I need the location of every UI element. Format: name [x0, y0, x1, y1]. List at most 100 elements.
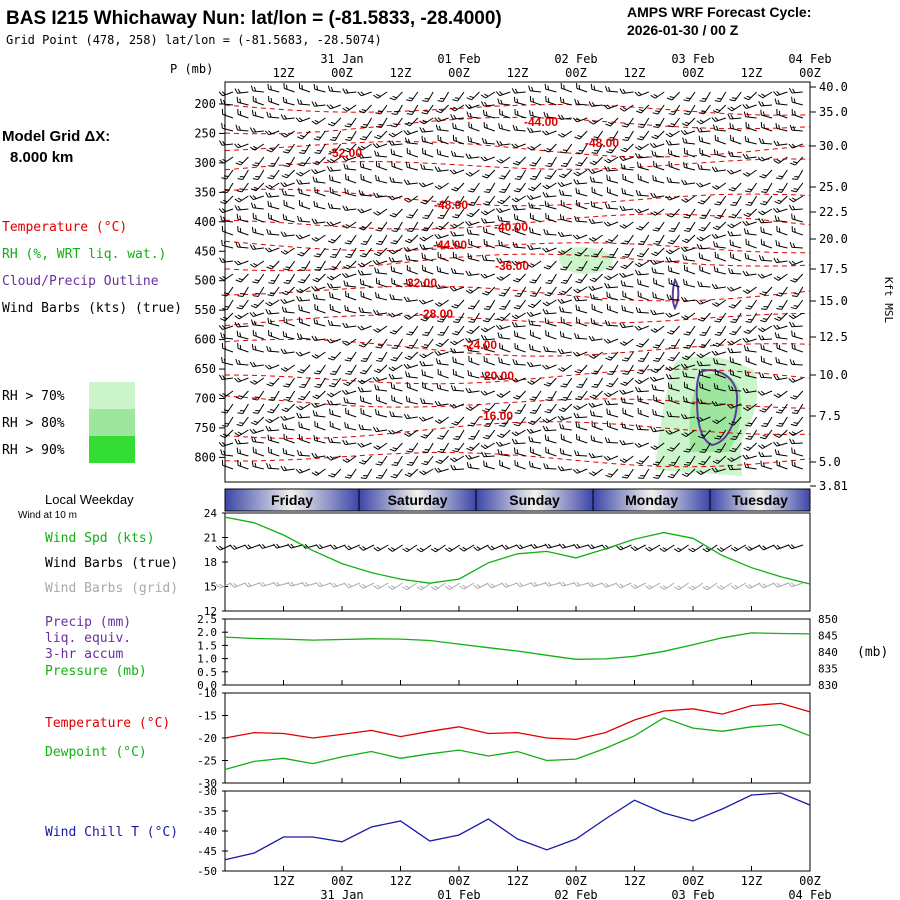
wind-barb [619, 272, 634, 278]
wind-barb [406, 381, 418, 392]
wind-barb [360, 173, 372, 184]
wind-barb [557, 114, 572, 120]
wind-barb [667, 351, 681, 362]
wind-barb [421, 338, 434, 349]
wind-barb [311, 286, 326, 292]
wind-barb [390, 148, 403, 158]
wind-barb [359, 161, 372, 171]
surface-wind-barb [445, 544, 461, 552]
wind-barb [343, 143, 357, 153]
wind-barb [449, 455, 465, 463]
wind-barb [604, 202, 619, 210]
wind-barb [282, 213, 295, 223]
wind-barb [712, 221, 727, 231]
pressure-tick-label: 850 [818, 613, 838, 626]
surface-wind-barb [459, 544, 475, 552]
panel-tick-label: -45 [197, 845, 217, 858]
wind-barb [621, 234, 634, 245]
wind-barb [236, 299, 249, 310]
wind-barb [621, 305, 634, 314]
wind-barb [791, 343, 803, 353]
wind-barb [650, 442, 665, 450]
wind-barb [526, 311, 542, 317]
wind-barb [251, 436, 264, 444]
wind-barb [713, 383, 726, 392]
wind-barb [219, 273, 234, 281]
wind-barb [666, 411, 680, 418]
wind-barb [405, 396, 418, 405]
wind-barb [557, 182, 572, 188]
surface-wind-barb [344, 544, 360, 551]
wind-barb [573, 403, 588, 411]
wind-barb [296, 449, 311, 457]
wind-barb [296, 179, 311, 185]
wind-barb [743, 345, 757, 353]
wind-barb [436, 265, 449, 275]
wind-barb [514, 286, 527, 297]
wind-barb [465, 221, 480, 227]
wind-barb [698, 135, 711, 145]
wind-barb [496, 273, 511, 281]
wind-barb [514, 343, 526, 353]
top-date-label: 04 Feb [788, 52, 831, 66]
surface-wind-barb [759, 582, 775, 589]
wind-barb [773, 374, 788, 381]
wind-barb [761, 416, 773, 428]
wind-barb [620, 377, 634, 387]
bottom-hour-label: 12Z [624, 874, 646, 888]
wind-barb [482, 195, 496, 206]
wind-barb [295, 351, 311, 357]
wind-barb [745, 416, 758, 427]
cross-section-frame [224, 81, 811, 483]
wind-barb [220, 215, 234, 223]
wind-barb [375, 277, 388, 288]
wind-barb [773, 390, 788, 398]
wind-barb [221, 403, 234, 414]
wind-barb [636, 221, 650, 231]
wind-barb [299, 260, 311, 271]
wind-barb [758, 100, 773, 107]
wind-barb [235, 390, 249, 400]
wind-barb [252, 403, 265, 414]
wind-barb [314, 186, 326, 197]
wind-barb [403, 195, 419, 203]
wind-barb [511, 438, 526, 445]
wind-barb [758, 254, 773, 262]
wind-barb [343, 260, 357, 270]
wind-barb [575, 421, 588, 431]
wind-barb [298, 421, 311, 431]
wind-barb [513, 447, 526, 457]
wind-barb [466, 345, 480, 353]
wind-barb [480, 91, 496, 99]
wind-barb [405, 254, 418, 262]
wind-barb [588, 101, 603, 107]
wind-barb [406, 264, 418, 275]
wind-barb [711, 467, 726, 473]
wind-barb [497, 215, 511, 223]
wind-barb [742, 337, 757, 343]
wind-barb [622, 407, 634, 418]
wind-barb [650, 325, 665, 333]
wind-barb [742, 454, 757, 460]
wind-barb [544, 200, 557, 210]
wind-barb [759, 169, 773, 179]
wind-barb [545, 330, 557, 340]
surface-wind-barb [573, 581, 589, 587]
wind-barb [651, 384, 665, 392]
wind-barb [682, 371, 696, 379]
wind-barb [373, 309, 388, 316]
wind-barb [264, 364, 280, 370]
wind-barb [499, 299, 511, 310]
wind-barb [420, 163, 434, 171]
wind-barb [681, 179, 696, 186]
wind-barb [665, 373, 680, 380]
wind-barb [360, 117, 373, 128]
wind-barb [542, 425, 557, 432]
wind-barb [622, 130, 634, 141]
temperature-contour-label: -40.00 [494, 220, 528, 234]
wind-barb [267, 286, 280, 297]
wind-barb [295, 117, 311, 123]
wind-barb [358, 306, 372, 314]
wind-barb [373, 91, 388, 99]
wind-barb [667, 442, 680, 452]
